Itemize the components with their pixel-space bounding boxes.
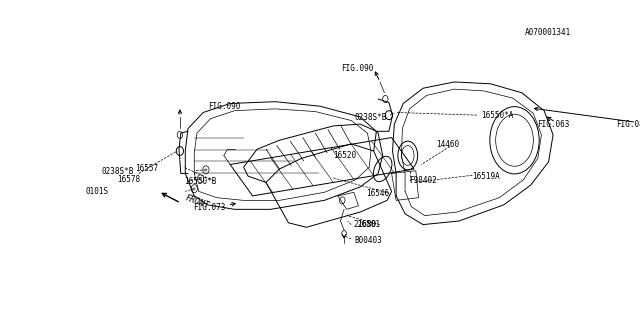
Text: 0101S: 0101S (86, 187, 109, 196)
Text: B00403: B00403 (354, 236, 381, 245)
Text: FIG.090: FIG.090 (207, 102, 240, 111)
Text: 16520: 16520 (333, 151, 356, 160)
Text: 16550*B: 16550*B (184, 177, 217, 186)
Text: 16546: 16546 (366, 189, 389, 198)
Text: 16519A: 16519A (472, 172, 500, 181)
Text: 16550*A: 16550*A (481, 111, 514, 120)
Text: 16557: 16557 (135, 164, 158, 173)
Text: FIG.063: FIG.063 (537, 120, 569, 129)
Text: 22680: 22680 (354, 220, 377, 229)
Text: FIG.090: FIG.090 (341, 64, 374, 73)
Text: FIG.082: FIG.082 (616, 120, 640, 129)
Text: 16501: 16501 (357, 220, 380, 229)
Text: F98402: F98402 (410, 176, 437, 185)
Text: 16578: 16578 (117, 175, 140, 184)
Text: 0238S*B: 0238S*B (355, 113, 387, 122)
Text: FIG.073: FIG.073 (193, 203, 226, 212)
Text: A070001341: A070001341 (525, 28, 571, 37)
Text: 0238S*B: 0238S*B (102, 167, 134, 176)
Text: FRONT: FRONT (184, 194, 211, 211)
Text: 14460: 14460 (436, 140, 460, 149)
